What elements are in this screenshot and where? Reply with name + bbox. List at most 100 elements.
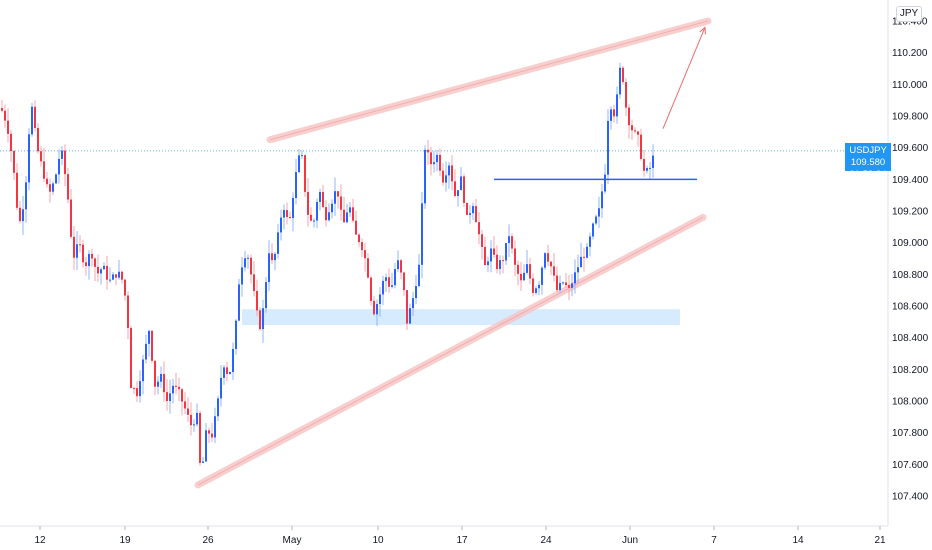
candle-body: [385, 277, 387, 281]
candle-body: [505, 243, 507, 261]
candle-body: [19, 207, 21, 222]
candle-body: [253, 274, 255, 292]
candle-body: [547, 253, 549, 262]
y-tick-label: 110.400: [892, 17, 928, 28]
candle-body: [22, 209, 24, 222]
candle-body: [292, 198, 294, 219]
candle-body: [517, 264, 519, 274]
candle-body: [469, 213, 471, 215]
candle-body: [625, 82, 627, 108]
candle-body: [223, 367, 225, 378]
candle-body: [340, 196, 342, 210]
candle-body: [313, 220, 315, 222]
candle-body: [109, 279, 111, 281]
candle-body: [244, 258, 246, 268]
candle-body: [619, 67, 621, 95]
candle-body: [604, 174, 606, 192]
candle-body: [598, 208, 600, 217]
y-tick-label: 110.000: [892, 80, 928, 91]
x-tick-label: 17: [456, 535, 468, 546]
candle-body: [34, 106, 36, 128]
x-tick-label: 12: [34, 535, 46, 546]
candle-body: [214, 416, 216, 438]
candle-body: [205, 430, 207, 462]
candle-body: [61, 150, 63, 159]
price-label-symbol: USDJPY: [849, 145, 887, 156]
candle-body: [250, 257, 252, 275]
candle-body: [379, 294, 381, 305]
current-price-label: USDJPY 109.580 01:59:34: [845, 143, 891, 180]
candle-body: [412, 298, 414, 309]
candle-body: [52, 183, 54, 192]
candle-body: [43, 161, 45, 179]
candle-body: [490, 248, 492, 262]
candle-body: [562, 282, 564, 284]
candle-body: [526, 264, 528, 273]
candle-body: [622, 67, 624, 83]
candle-body: [76, 244, 78, 258]
candle-body: [301, 155, 303, 157]
candle-body: [175, 385, 177, 387]
candle-body: [259, 310, 261, 330]
candle-body: [370, 277, 372, 301]
candle-body: [16, 172, 18, 208]
price-label-countdown: 01:59:34: [849, 169, 887, 180]
candle-body: [358, 234, 360, 243]
candle-body: [28, 134, 30, 183]
price-label-price: 109.580: [850, 157, 886, 168]
candle-body: [295, 172, 297, 199]
candle-body: [643, 158, 645, 171]
candle-body: [352, 207, 354, 221]
y-tick-label: 107.600: [892, 460, 929, 471]
candle-body: [394, 269, 396, 286]
candle-body: [583, 256, 585, 258]
candle-body: [271, 253, 273, 261]
candle-body: [70, 199, 72, 237]
candle-body: [202, 461, 204, 463]
x-tick-label: 14: [792, 535, 804, 546]
candle-body: [637, 131, 639, 135]
y-tick-label: 109.800: [892, 112, 929, 123]
candle-body: [31, 106, 33, 135]
candle-body: [13, 151, 15, 173]
x-tick-label: 7: [711, 535, 717, 546]
currency-badge[interactable]: JPY: [896, 6, 922, 22]
candle-body: [229, 371, 231, 374]
candle-body: [400, 260, 402, 273]
candle-body: [85, 262, 87, 267]
candle-body: [94, 258, 96, 267]
y-tick-label: 110.200: [892, 48, 928, 59]
candle-body: [478, 222, 480, 235]
x-tick-label: 24: [540, 535, 552, 546]
candle-body: [460, 176, 462, 191]
candle-body: [268, 253, 270, 283]
y-tick-label: 109.400: [892, 175, 929, 186]
candle-body: [349, 207, 351, 213]
candle-body: [481, 234, 483, 248]
candle-body: [514, 248, 516, 265]
candle-body: [577, 267, 579, 273]
candle-body: [334, 191, 336, 204]
y-tick-label: 108.000: [892, 397, 929, 408]
candle-body: [520, 273, 522, 281]
candle-body: [256, 291, 258, 311]
candle-body: [397, 260, 399, 270]
candle-body: [565, 282, 567, 286]
candle-body: [493, 248, 495, 255]
candle-body: [592, 223, 594, 237]
channel-upper-line-core: [269, 20, 709, 141]
candle-body: [502, 260, 504, 262]
candle-body: [415, 286, 417, 299]
candle-body: [193, 424, 195, 426]
candle-body: [7, 120, 9, 134]
candle-body: [91, 253, 93, 259]
candle-body: [241, 267, 243, 285]
candle-body: [118, 271, 120, 278]
candle-body: [58, 158, 60, 175]
candle-body: [580, 256, 582, 268]
candle-body: [79, 244, 81, 246]
candle-body: [298, 155, 300, 173]
candle-body: [136, 388, 138, 397]
candle-body: [331, 203, 333, 213]
